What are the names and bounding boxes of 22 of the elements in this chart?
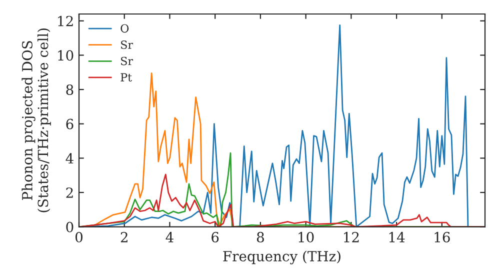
x-tick-label: 8 [256, 232, 264, 242]
x-tick-label: 6 [212, 232, 219, 242]
legend-label: O [120, 24, 129, 33]
y-tick-label: 12 [58, 16, 73, 26]
x-tick-label: 2 [120, 232, 128, 242]
legend-label: Sr [121, 40, 134, 49]
x-tick-label: 4 [166, 232, 174, 242]
x-tick-label: 10 [298, 232, 314, 242]
x-axis-title: Frequency (THz) [223, 250, 340, 264]
legend-label: Sr [121, 56, 134, 66]
y-tick-label: 8 [66, 84, 74, 95]
x-tick-label: 14 [389, 232, 405, 242]
legend-label: Pt [120, 73, 132, 82]
x-tick-label: 12 [344, 232, 359, 242]
x-tick-label: 16 [434, 232, 450, 242]
y-tick-label: 0 [66, 222, 74, 232]
x-tick-label: 0 [75, 232, 82, 242]
y-tick-label: 4 [66, 153, 74, 164]
y-tick-label: 10 [58, 50, 74, 61]
y-tick-label: 6 [66, 118, 74, 130]
y-tick-label: 2 [66, 187, 73, 198]
y-axis-title: Phonon projected DOS (States/THz·primitive cell) [22, 28, 51, 212]
